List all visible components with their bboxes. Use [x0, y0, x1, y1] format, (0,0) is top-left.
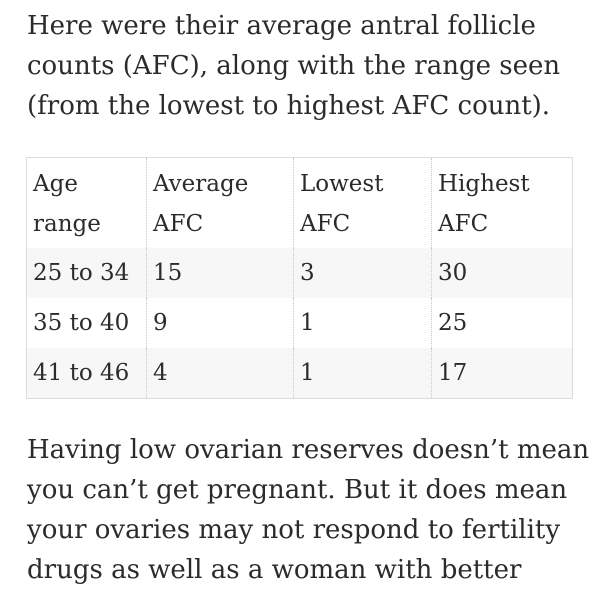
table-cell: 30 [431, 248, 572, 298]
table-header-row: Age range Average AFC Lowest AFC Highest… [27, 158, 572, 248]
table-cell: 4 [146, 348, 294, 398]
intro-line: Here were their average antral follicle [27, 11, 536, 41]
outro-line: drugs as well as a woman with better [27, 555, 522, 585]
outro-paragraph: Having low ovarian reserves doesn’t mean… [27, 430, 590, 590]
table-cell: 25 [431, 298, 572, 348]
intro-line: (from the lowest to highest AFC count). [27, 91, 551, 121]
table-cell: 3 [293, 248, 432, 298]
outro-line: Having low ovarian reserves doesn’t mean [27, 435, 590, 465]
table-cell: 35 to 40 [33, 310, 130, 336]
table-cell: 41 to 46 [27, 348, 147, 398]
table-row: 35 to 40 9 1 25 [27, 298, 572, 348]
afc-table: Age range Average AFC Lowest AFC Highest… [26, 157, 573, 399]
column-header-average-afc: Average AFC [146, 158, 294, 248]
table-cell: 15 [146, 248, 294, 298]
outro-line: your ovaries may not respond to fertilit… [27, 515, 561, 545]
column-header-lowest-afc: Lowest AFC [293, 158, 432, 248]
table-row: 25 to 34 15 3 30 [27, 248, 572, 298]
intro-line: counts (AFC), along with the range seen [27, 51, 561, 81]
intro-paragraph: Here were their average antral follicle … [27, 6, 587, 126]
table-row: 41 to 46 4 1 17 [27, 348, 572, 398]
table-cell: 1 [293, 348, 432, 398]
table-cell: 9 [146, 298, 294, 348]
table-cell: 1 [293, 298, 432, 348]
outro-line: you can’t get pregnant. But it does mean [27, 475, 568, 505]
column-header-highest-afc: Highest AFC [431, 158, 572, 248]
table-cell: 25 to 34 [27, 248, 147, 298]
table-cell: 17 [431, 348, 572, 398]
column-header-age-range: Age range [33, 171, 101, 237]
